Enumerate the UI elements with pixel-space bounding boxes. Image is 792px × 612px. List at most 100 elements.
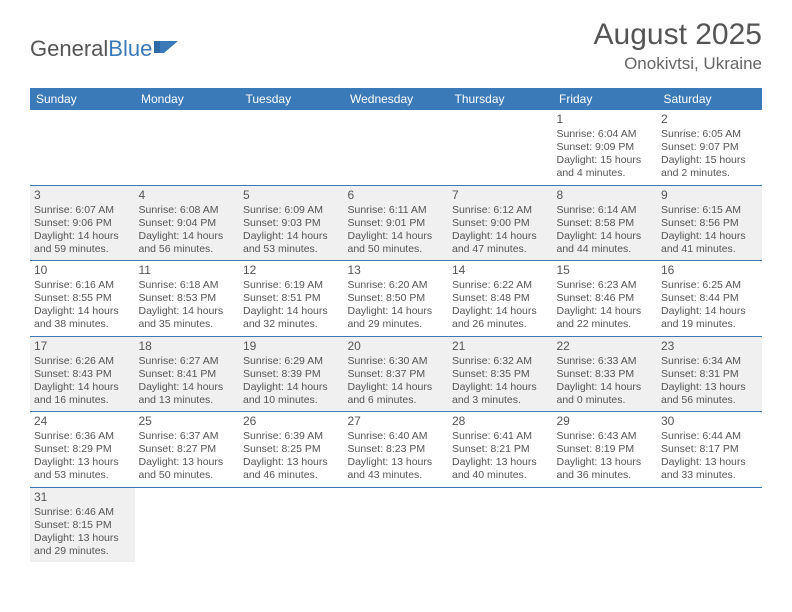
sunset-line: Sunset: 8:19 PM <box>557 443 654 456</box>
day-cell: 31Sunrise: 6:46 AMSunset: 8:15 PMDayligh… <box>30 487 135 562</box>
day-cell: 30Sunrise: 6:44 AMSunset: 8:17 PMDayligh… <box>657 412 762 488</box>
sunrise-line: Sunrise: 6:14 AM <box>557 204 654 217</box>
day-number: 21 <box>452 339 549 354</box>
day-header: Saturday <box>657 88 762 110</box>
sunrise-line: Sunrise: 6:37 AM <box>139 430 236 443</box>
day-number: 3 <box>34 188 131 203</box>
daylight-line: Daylight: 14 hours <box>139 230 236 243</box>
sunrise-line: Sunrise: 6:09 AM <box>243 204 340 217</box>
sunrise-line: Sunrise: 6:16 AM <box>34 279 131 292</box>
day-number: 28 <box>452 414 549 429</box>
week-row: 31Sunrise: 6:46 AMSunset: 8:15 PMDayligh… <box>30 487 762 562</box>
day-cell: 17Sunrise: 6:26 AMSunset: 8:43 PMDayligh… <box>30 336 135 412</box>
day-number: 14 <box>452 263 549 278</box>
day-cell <box>344 110 449 185</box>
sunrise-line: Sunrise: 6:30 AM <box>348 355 445 368</box>
sunset-line: Sunset: 8:17 PM <box>661 443 758 456</box>
daylight-line: and 44 minutes. <box>557 243 654 256</box>
daylight-line: and 59 minutes. <box>34 243 131 256</box>
day-cell: 7Sunrise: 6:12 AMSunset: 9:00 PMDaylight… <box>448 185 553 261</box>
day-number: 8 <box>557 188 654 203</box>
sunrise-line: Sunrise: 6:22 AM <box>452 279 549 292</box>
sunset-line: Sunset: 8:46 PM <box>557 292 654 305</box>
sunset-line: Sunset: 8:44 PM <box>661 292 758 305</box>
daylight-line: and 47 minutes. <box>452 243 549 256</box>
sunset-line: Sunset: 8:15 PM <box>34 519 131 532</box>
daylight-line: and 46 minutes. <box>243 469 340 482</box>
daylight-line: and 35 minutes. <box>139 318 236 331</box>
day-cell <box>448 487 553 562</box>
day-number: 22 <box>557 339 654 354</box>
day-number: 29 <box>557 414 654 429</box>
daylight-line: Daylight: 14 hours <box>243 381 340 394</box>
daylight-line: Daylight: 13 hours <box>34 532 131 545</box>
daylight-line: and 40 minutes. <box>452 469 549 482</box>
calendar-table: Sunday Monday Tuesday Wednesday Thursday… <box>30 88 762 562</box>
sunset-line: Sunset: 8:43 PM <box>34 368 131 381</box>
daylight-line: Daylight: 14 hours <box>34 305 131 318</box>
daylight-line: and 50 minutes. <box>348 243 445 256</box>
day-header: Thursday <box>448 88 553 110</box>
sunrise-line: Sunrise: 6:27 AM <box>139 355 236 368</box>
sunset-line: Sunset: 9:07 PM <box>661 141 758 154</box>
sunset-line: Sunset: 8:23 PM <box>348 443 445 456</box>
flag-icon <box>154 36 182 62</box>
daylight-line: Daylight: 14 hours <box>139 381 236 394</box>
daylight-line: and 36 minutes. <box>557 469 654 482</box>
sunset-line: Sunset: 8:48 PM <box>452 292 549 305</box>
day-header-row: Sunday Monday Tuesday Wednesday Thursday… <box>30 88 762 110</box>
daylight-line: and 43 minutes. <box>348 469 445 482</box>
day-number: 11 <box>139 263 236 278</box>
daylight-line: and 26 minutes. <box>452 318 549 331</box>
day-cell: 24Sunrise: 6:36 AMSunset: 8:29 PMDayligh… <box>30 412 135 488</box>
daylight-line: Daylight: 13 hours <box>452 456 549 469</box>
day-number: 12 <box>243 263 340 278</box>
daylight-line: Daylight: 15 hours <box>661 154 758 167</box>
sunset-line: Sunset: 8:33 PM <box>557 368 654 381</box>
sunset-line: Sunset: 8:35 PM <box>452 368 549 381</box>
daylight-line: and 10 minutes. <box>243 394 340 407</box>
day-number: 23 <box>661 339 758 354</box>
day-cell <box>135 110 240 185</box>
daylight-line: Daylight: 13 hours <box>557 456 654 469</box>
day-cell <box>239 110 344 185</box>
sunrise-line: Sunrise: 6:07 AM <box>34 204 131 217</box>
sunrise-line: Sunrise: 6:26 AM <box>34 355 131 368</box>
sunset-line: Sunset: 8:37 PM <box>348 368 445 381</box>
day-number: 15 <box>557 263 654 278</box>
day-cell: 12Sunrise: 6:19 AMSunset: 8:51 PMDayligh… <box>239 261 344 337</box>
sunrise-line: Sunrise: 6:08 AM <box>139 204 236 217</box>
sunrise-line: Sunrise: 6:19 AM <box>243 279 340 292</box>
daylight-line: Daylight: 14 hours <box>34 230 131 243</box>
sunset-line: Sunset: 9:04 PM <box>139 217 236 230</box>
daylight-line: and 29 minutes. <box>348 318 445 331</box>
day-cell: 27Sunrise: 6:40 AMSunset: 8:23 PMDayligh… <box>344 412 449 488</box>
sunset-line: Sunset: 8:56 PM <box>661 217 758 230</box>
day-cell: 22Sunrise: 6:33 AMSunset: 8:33 PMDayligh… <box>553 336 658 412</box>
daylight-line: Daylight: 14 hours <box>139 305 236 318</box>
daylight-line: Daylight: 14 hours <box>34 381 131 394</box>
sunrise-line: Sunrise: 6:25 AM <box>661 279 758 292</box>
daylight-line: Daylight: 14 hours <box>348 230 445 243</box>
sunrise-line: Sunrise: 6:18 AM <box>139 279 236 292</box>
day-cell: 1Sunrise: 6:04 AMSunset: 9:09 PMDaylight… <box>553 110 658 185</box>
daylight-line: and 33 minutes. <box>661 469 758 482</box>
day-header: Monday <box>135 88 240 110</box>
daylight-line: and 19 minutes. <box>661 318 758 331</box>
day-cell: 15Sunrise: 6:23 AMSunset: 8:46 PMDayligh… <box>553 261 658 337</box>
sunrise-line: Sunrise: 6:11 AM <box>348 204 445 217</box>
daylight-line: and 38 minutes. <box>34 318 131 331</box>
sunset-line: Sunset: 8:51 PM <box>243 292 340 305</box>
sunrise-line: Sunrise: 6:05 AM <box>661 128 758 141</box>
daylight-line: and 50 minutes. <box>139 469 236 482</box>
day-number: 1 <box>557 112 654 127</box>
day-cell: 3Sunrise: 6:07 AMSunset: 9:06 PMDaylight… <box>30 185 135 261</box>
sunset-line: Sunset: 8:58 PM <box>557 217 654 230</box>
day-cell: 29Sunrise: 6:43 AMSunset: 8:19 PMDayligh… <box>553 412 658 488</box>
sunrise-line: Sunrise: 6:44 AM <box>661 430 758 443</box>
daylight-line: and 41 minutes. <box>661 243 758 256</box>
day-cell <box>657 487 762 562</box>
day-cell <box>30 110 135 185</box>
day-number: 4 <box>139 188 236 203</box>
day-cell <box>135 487 240 562</box>
